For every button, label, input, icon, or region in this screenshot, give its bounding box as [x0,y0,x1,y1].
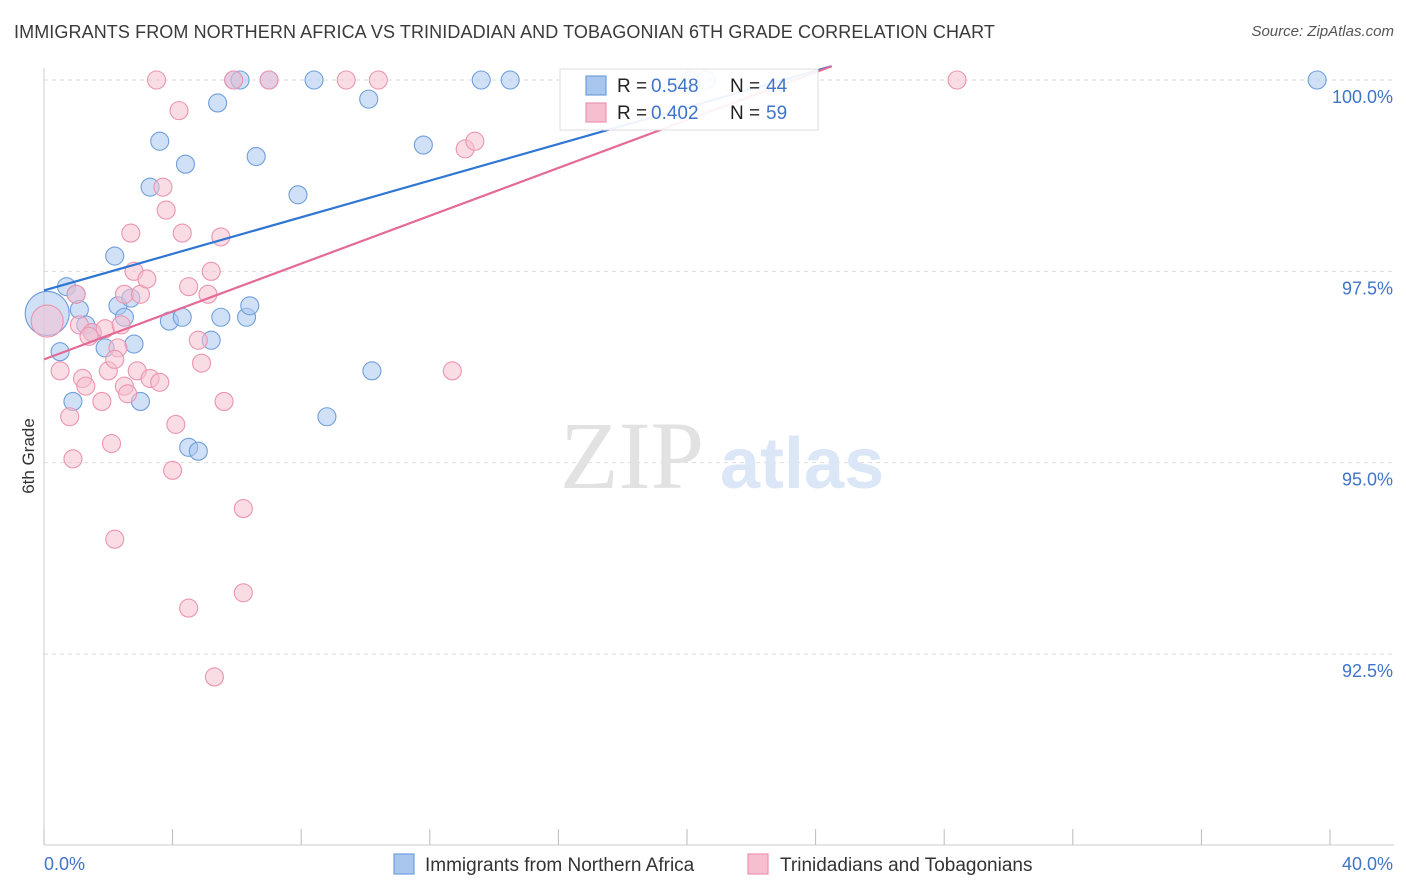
data-point [336,70,356,90]
data-point [368,70,388,90]
data-point [105,349,125,369]
data-point [246,146,266,167]
blue-swatch [585,75,607,96]
data-point [50,361,70,381]
data-point [153,177,173,197]
data-point [442,361,462,381]
data-point [166,414,186,434]
data-point [156,200,176,220]
data-point [224,70,244,90]
data-point [191,353,212,373]
data-point [105,246,125,266]
stats-n-value: 59 [766,103,787,124]
data-point [172,223,192,243]
data-points [24,70,1327,687]
data-point [359,89,379,109]
data-point [114,284,134,304]
y-tick-label: 92.5% [1342,661,1393,681]
data-point [146,70,167,90]
data-point [233,499,253,519]
stats-r-label: R = [617,76,647,97]
legend-swatch-blue [393,853,415,875]
data-point [471,70,491,90]
x-tick-label: 40.0% [1342,854,1393,874]
data-point [163,460,183,480]
data-point [30,304,64,338]
data-point [124,334,144,354]
legend-swatch-pink [747,853,769,875]
data-point [211,307,231,327]
data-point [169,101,189,121]
data-point [121,223,141,243]
data-point [259,70,279,90]
axes [43,68,1394,846]
data-point [214,391,234,411]
data-point [92,391,112,411]
chart-title: IMMIGRANTS FROM NORTHERN AFRICA VS TRINI… [14,22,996,42]
data-point [240,296,260,316]
stats-row-blue: R = 0.548 N = 44 [585,75,788,97]
data-point [304,70,324,90]
data-point [208,93,228,113]
x-tick-label: 0.0% [44,854,85,874]
data-point [500,70,520,90]
stats-n-value: 44 [766,76,788,97]
data-point [413,135,433,155]
data-point [175,154,196,174]
data-point [362,361,382,381]
data-point [63,449,83,469]
stats-row-pink: R = 0.402 N = 59 [585,102,787,124]
stats-n-label: N = [730,76,760,97]
data-point [105,529,125,549]
data-point [947,70,967,90]
data-point [233,583,253,603]
tick-labels: 100.0% 97.5% 95.0% 92.5% 0.0% 40.0% [44,87,1393,874]
legend-label-pink: Trinidadians and Tobagonians [780,855,1032,876]
data-point [188,441,208,461]
data-point [1307,70,1327,90]
stats-r-value: 0.548 [651,76,699,97]
data-point [179,277,199,297]
data-point [188,330,208,350]
pink-swatch [585,102,607,123]
watermark: ZIP atlas [560,402,884,509]
data-point [201,261,221,281]
data-point [76,376,96,396]
data-point [60,407,80,427]
y-tick-label: 100.0% [1332,87,1393,107]
watermark-atlas: atlas [720,424,884,504]
data-point [288,185,308,205]
data-point [66,284,86,304]
data-point [204,667,224,687]
y-tick-label: 95.0% [1342,470,1393,490]
legend-label-blue: Immigrants from Northern Africa [425,855,695,876]
data-point [465,131,485,151]
series-legend: Immigrants from Northern Africa Trinidad… [393,853,1032,876]
data-point [137,269,157,289]
data-point [150,131,170,151]
y-tick-label: 97.5% [1342,278,1393,298]
data-point [179,598,199,618]
stats-r-label: R = [617,103,647,124]
data-point [118,384,138,404]
data-point [317,407,337,427]
data-point [211,227,231,247]
stats-r-value: 0.402 [651,103,699,124]
data-point [150,372,170,392]
data-point [101,433,122,454]
stats-legend: R = 0.548 N = 44 R = 0.402 N = 59 [559,68,819,131]
stats-n-label: N = [730,103,760,124]
y-axis-label: 6th Grade [19,418,38,494]
chart-source: Source: ZipAtlas.com [1251,23,1394,40]
watermark-zip: ZIP [560,402,704,509]
grid-lines [44,79,1394,655]
